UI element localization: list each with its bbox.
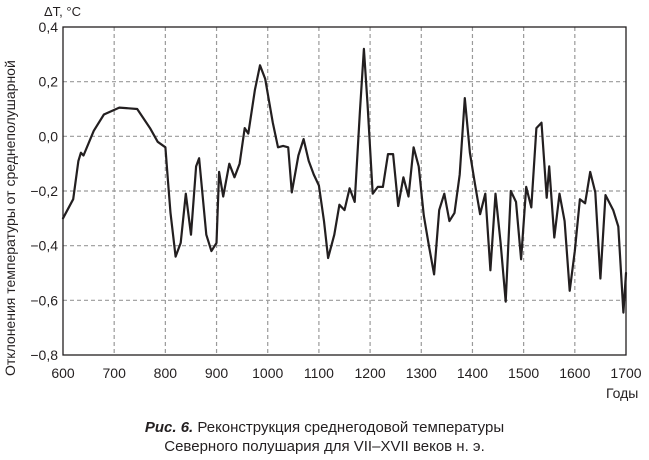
x-tick-label: 700 xyxy=(103,365,127,381)
grid-lines xyxy=(63,27,626,355)
x-tick-label: 1500 xyxy=(508,365,539,381)
x-tick-label: 1000 xyxy=(252,365,283,381)
y-axis-title: Отклонения температуры от среднеполушарн… xyxy=(2,60,18,376)
x-tick-label: 600 xyxy=(51,365,75,381)
x-tick-label: 1700 xyxy=(610,365,641,381)
y-axis-tick-labels: 0,4 0,2 0,0 −0,2 −0,4 −0,6 −0,8 xyxy=(30,19,58,363)
x-tick-label: 1600 xyxy=(559,365,590,381)
x-tick-label: 1300 xyxy=(406,365,437,381)
caption-figure-number: Рис. 6. xyxy=(144,419,194,436)
y-tick-label: 0,4 xyxy=(39,19,59,35)
x-tick-label: 800 xyxy=(154,365,178,381)
figure-caption: Рис. 6. Реконструкция среднегодовой темп… xyxy=(0,418,649,456)
caption-line-1: Реконструкция среднегодовой температуры xyxy=(193,419,505,436)
x-tick-label: 1200 xyxy=(355,365,386,381)
caption-line-2: Северного полушария для VII–XVII веков н… xyxy=(164,438,485,455)
x-axis-title: Годы xyxy=(606,385,638,401)
x-tick-label: 1100 xyxy=(304,365,334,381)
temperature-chart: 0,4 0,2 0,0 −0,2 −0,4 −0,6 −0,8 600 700 800 900 10… xyxy=(2,4,642,401)
y-tick-label: −0,6 xyxy=(30,292,58,308)
temperature-anomaly-line xyxy=(61,47,628,314)
y-tick-label: 0,0 xyxy=(39,128,59,144)
y-tick-label: −0,2 xyxy=(30,183,58,199)
y-tick-label: 0,2 xyxy=(39,74,59,90)
x-tick-label: 900 xyxy=(205,365,229,381)
x-tick-label: 1400 xyxy=(457,365,488,381)
plot-frame xyxy=(62,26,627,356)
y-unit-label: ΔT, °C xyxy=(44,4,81,19)
y-tick-label: −0,4 xyxy=(30,238,58,254)
y-tick-label: −0,8 xyxy=(30,347,58,363)
x-axis-tick-labels: 600 700 800 900 1000 1100 1200 1300 1400 1500 1600… xyxy=(51,365,641,381)
